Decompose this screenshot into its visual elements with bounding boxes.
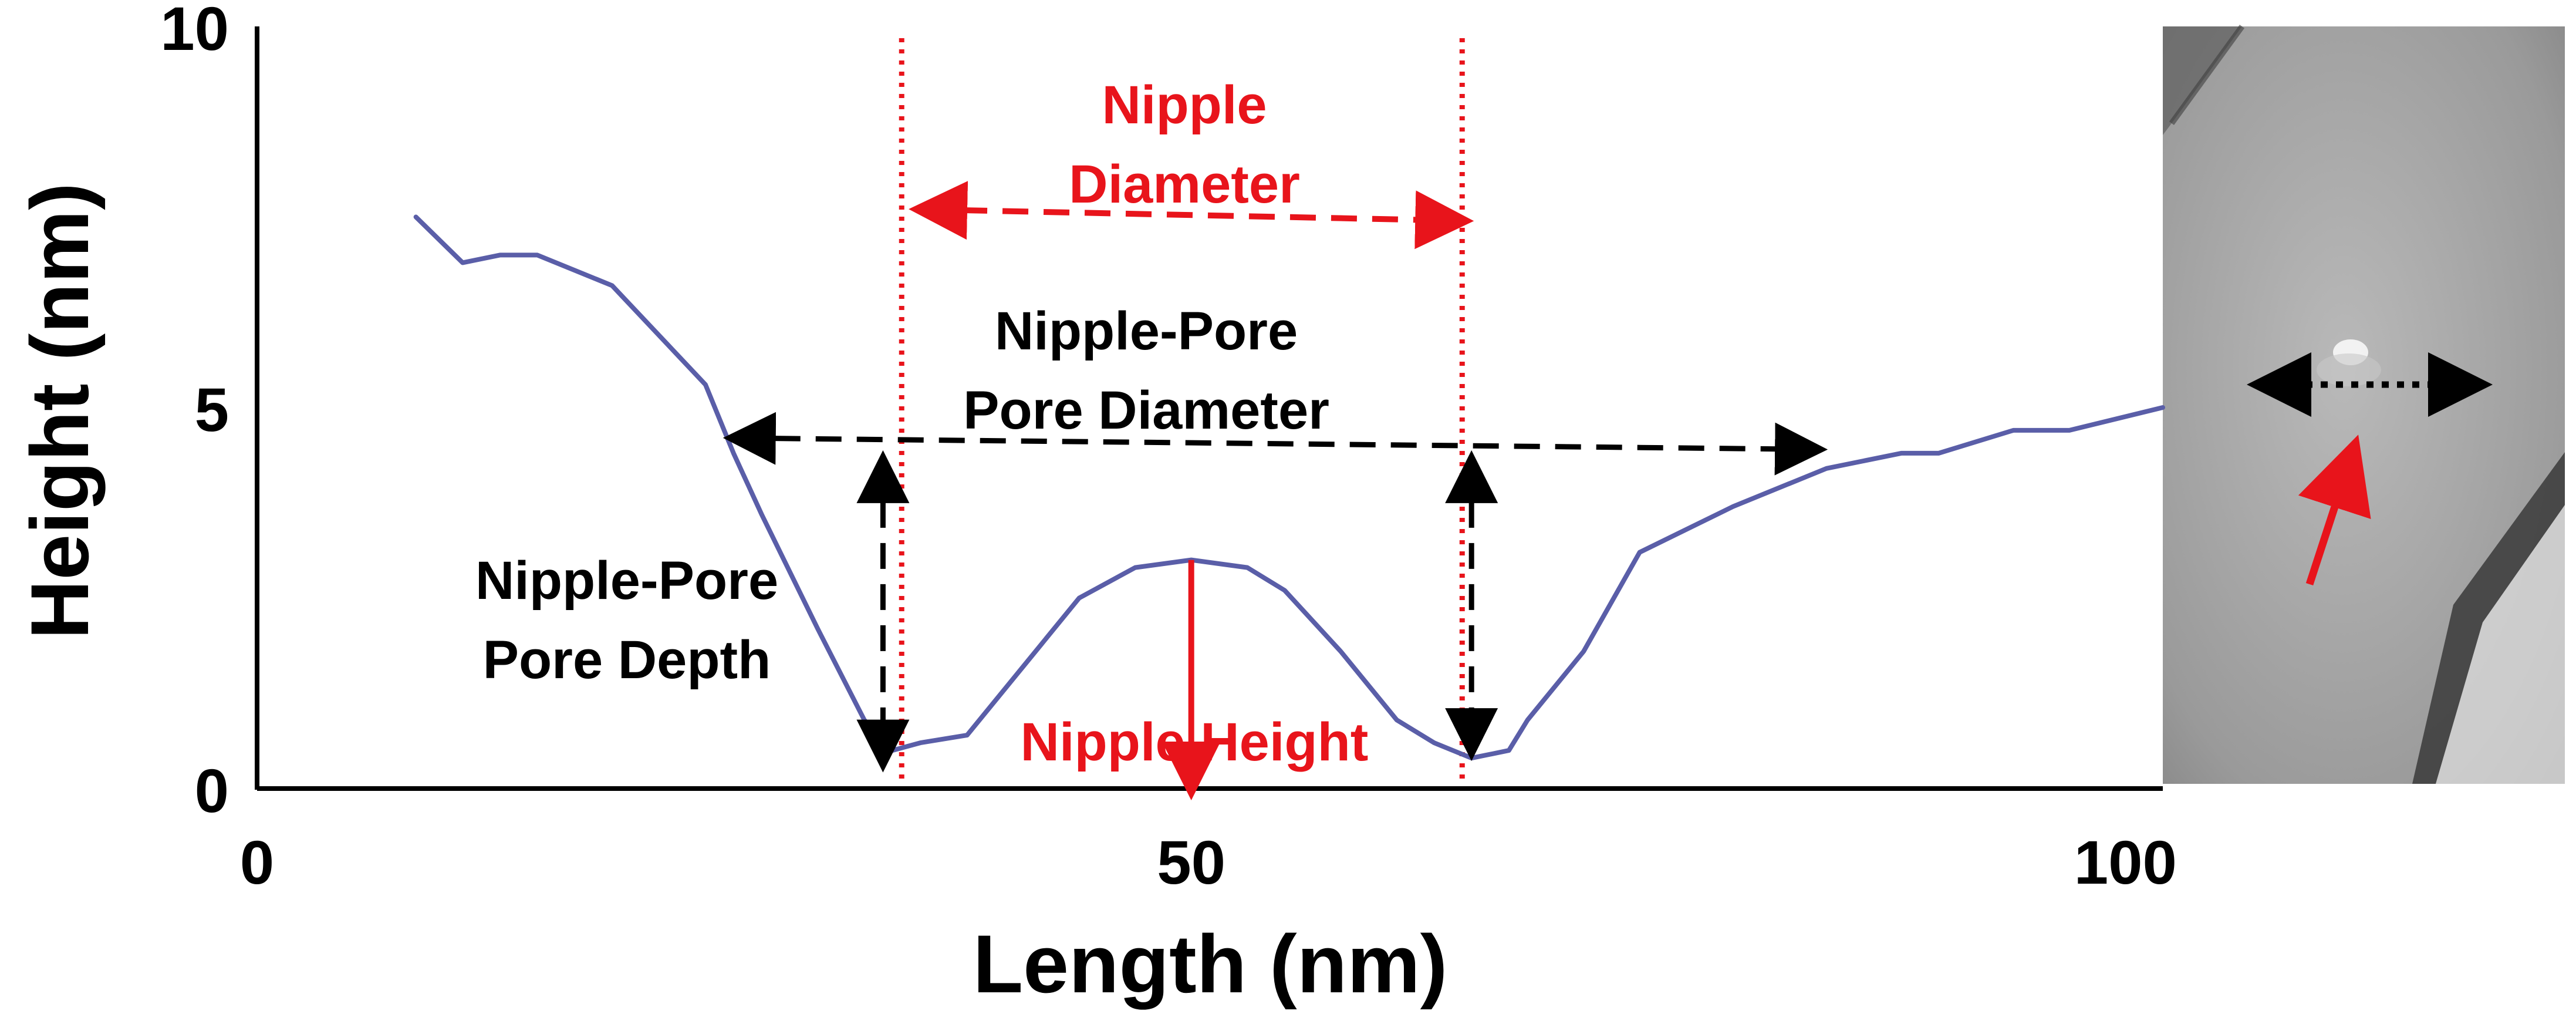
x-axis-label: Length (nm) bbox=[973, 918, 1448, 1010]
annotation-label: Nipple-Pore bbox=[475, 551, 778, 611]
height-profile-line bbox=[413, 214, 2165, 761]
x-tick-labels: 0 50 100 bbox=[240, 828, 2177, 897]
height-profile-series bbox=[413, 214, 2165, 761]
annotation-label: Diameter bbox=[1069, 154, 1300, 214]
diameter-guide-lines bbox=[899, 38, 1465, 784]
annotation-label: Pore Depth bbox=[483, 630, 771, 690]
annotation-label: Nipple Height bbox=[1021, 712, 1369, 772]
y-tick-label: 10 bbox=[160, 0, 229, 63]
y-tick-labels: 0 5 10 bbox=[160, 0, 229, 826]
x-tick-label: 50 bbox=[1157, 828, 1225, 897]
inset-micrograph bbox=[2163, 25, 2565, 784]
annotation-label: Nipple-Pore bbox=[995, 301, 1298, 361]
y-tick-label: 0 bbox=[195, 757, 229, 826]
annotation-arrow bbox=[909, 181, 1474, 250]
x-tick-label: 100 bbox=[2074, 828, 2177, 897]
y-tick-label: 5 bbox=[195, 376, 229, 444]
inset-pointer-arrow bbox=[2298, 434, 2371, 586]
measurement-annotations: Nipple Diameter Nipple-Pore Pore Diameter Ni… bbox=[475, 75, 1828, 800]
annotation-label: Pore Diameter bbox=[963, 380, 1329, 440]
annotation-label: Nipple bbox=[1102, 75, 1267, 135]
x-tick-label: 0 bbox=[240, 828, 274, 897]
annotation-arrow bbox=[723, 412, 1828, 476]
y-axis-label: Height (nm) bbox=[13, 183, 106, 639]
